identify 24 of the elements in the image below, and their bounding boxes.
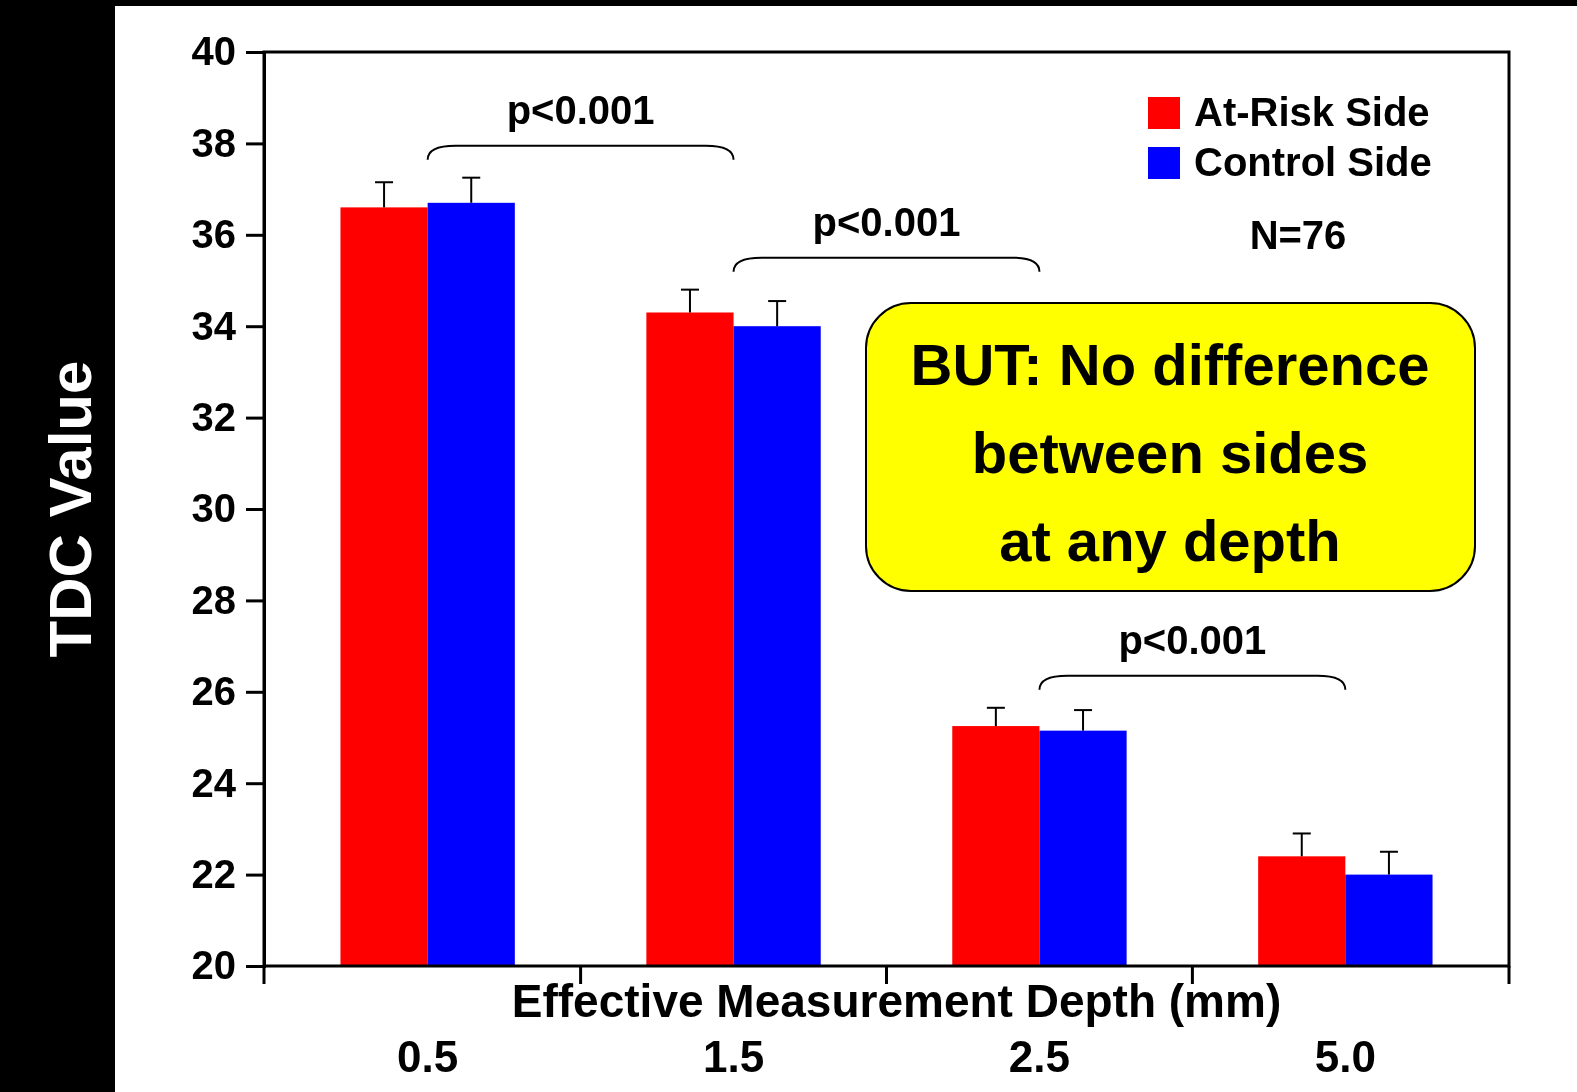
annotation: p<0.001	[812, 200, 961, 245]
legend-label: Control Side	[1194, 139, 1432, 184]
y-tick-label: 38	[191, 120, 236, 165]
annotation: p<0.001	[506, 88, 655, 133]
y-tick-label: 34	[191, 303, 237, 348]
y-tick-label: 26	[191, 669, 236, 714]
x-axis-title: Effective Measurement Depth (mm)	[511, 975, 1282, 1028]
x-tick-label: 2.5	[1008, 1031, 1071, 1081]
y-tick-label: 24	[191, 760, 237, 805]
legend-label: At-Risk Side	[1194, 89, 1430, 134]
annotation: p<0.001	[1118, 618, 1267, 663]
y-tick-label: 22	[191, 851, 236, 896]
y-tick-label: 28	[191, 577, 236, 622]
y-tick-label: 36	[191, 212, 236, 257]
y-tick-label: 20	[191, 943, 236, 988]
x-tick-label: 0.5	[397, 1031, 459, 1081]
y-axis-title: TDC Value	[36, 360, 104, 658]
y-tick-label: 32	[191, 394, 236, 439]
x-tick-label: 1.5	[702, 1031, 765, 1081]
annotation: BUT: No difference between sides at any depth	[910, 332, 1430, 573]
x-tick-label: 5.0	[1314, 1031, 1376, 1081]
y-tick-label: 30	[191, 486, 236, 531]
y-tick-label: 40	[191, 29, 236, 74]
annotation: N=76	[1249, 212, 1347, 257]
